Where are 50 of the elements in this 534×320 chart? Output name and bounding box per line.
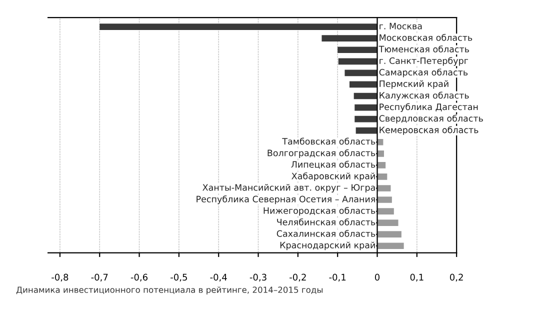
bar [377,185,391,192]
y-tick-label: Самарская область [379,68,468,78]
y-tick-label: Московская область [380,34,472,41]
y-tick-label: Пермский край [380,80,448,89]
y-tick-label: Липецкая область [291,160,376,169]
bar [377,162,386,168]
x-tick-label: -0,2 [290,274,306,282]
bar [377,231,402,238]
x-tick-label: 0 [374,274,380,281]
bar [356,127,378,134]
y-tick-label: Сахалинская область [276,230,376,237]
bar [344,70,378,76]
y-tick-label: г. Москва [380,22,422,30]
y-tick-label: Тюменская область [378,46,470,52]
y-tick-label: Калужская область [380,92,469,100]
x-tick-label: -0,7 [91,274,108,282]
y-tick-label: Волгоградская область [268,149,376,158]
bar [354,92,378,100]
y-tick-label: Республика Дагестан [380,103,478,112]
y-tick-label: Краснодарский край [280,242,375,250]
y-tick-label: Нижегородская область [264,206,376,216]
x-tick-label: -0,3 [250,274,266,282]
y-tick-label: Хабаровский край [292,172,375,182]
bar [377,208,394,214]
x-tick-label: -0,6 [130,274,148,282]
y-tick-label: Свердловская область [379,114,483,124]
y-tick-label: Ханты-Мансийский авт. округ – Югра [202,184,375,192]
bar [100,24,378,30]
x-tick-label: -0,4 [210,274,227,282]
bar [377,174,388,180]
x-tick-label: -0,5 [170,274,187,282]
y-tick-label: Тамбовская область [282,138,376,145]
y-tick-label: г. Санкт-Петербург [380,57,468,66]
y-tick-label: Кемеровская область [380,126,478,135]
bar [377,196,392,203]
y-tick-label: Республика Северная Осетия – Алания [196,195,375,204]
bar [354,116,378,122]
bar [338,58,378,65]
x-tick-label: -0,1 [329,274,346,282]
bar [338,46,378,54]
bar [377,150,384,157]
x-tick-label: 0,2 [450,274,463,282]
text: Динамика инвестиционного потенциала в рейтинге, 2014–2015 годы [16,286,323,295]
bar [322,35,378,42]
bar [349,81,378,88]
bar [354,104,378,111]
y-tick-label: Челябинская область [277,218,376,226]
x-tick-label: -0,8 [52,274,68,282]
bar [377,220,398,226]
x-tick-label: 0,1 [410,274,424,282]
